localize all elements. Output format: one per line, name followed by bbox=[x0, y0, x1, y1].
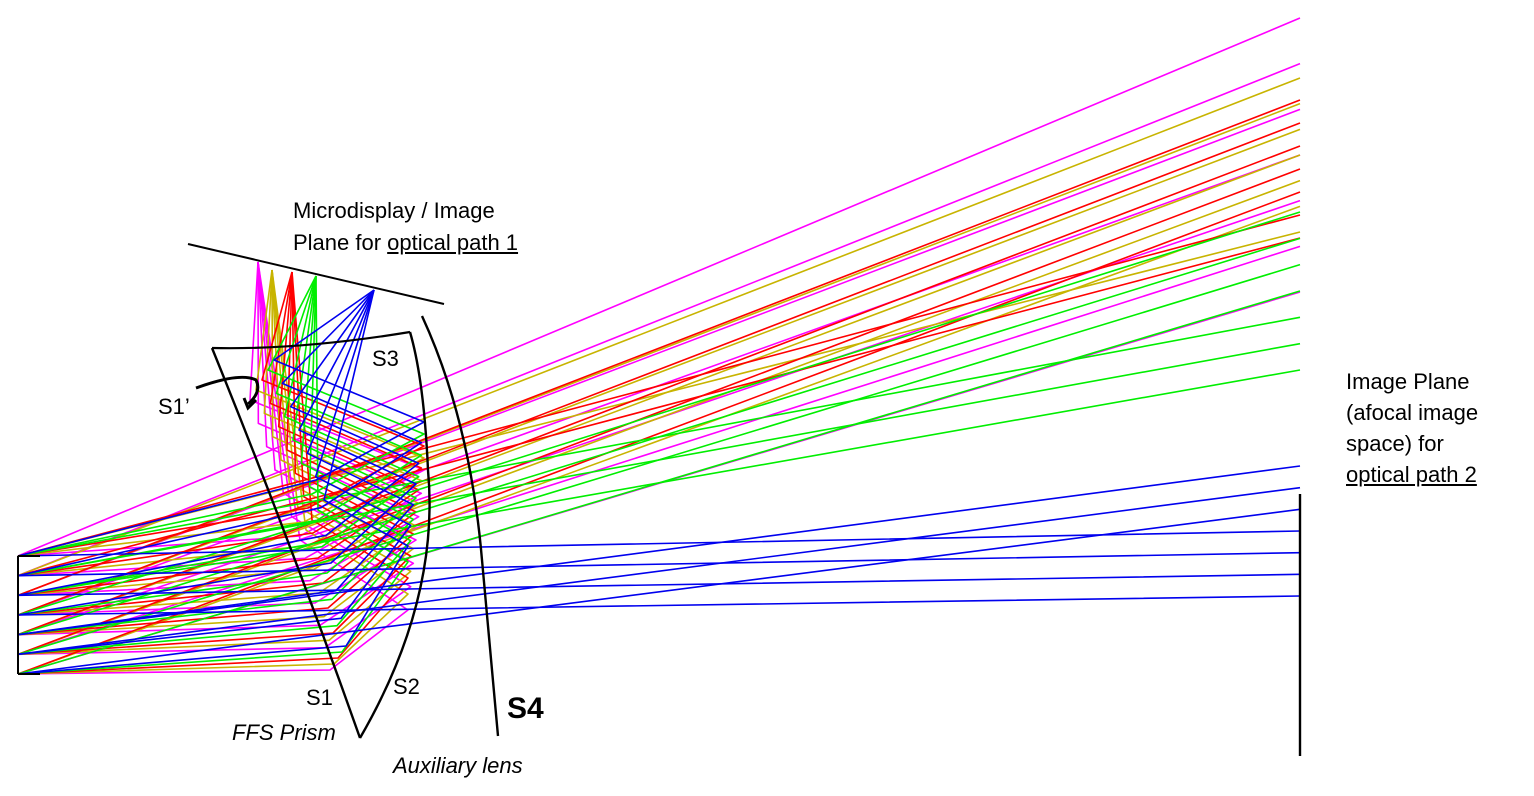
ray-path2-4-6 bbox=[17, 595, 1301, 616]
ray-path1-1-5 bbox=[17, 269, 412, 656]
ray-path1-3-3 bbox=[17, 275, 417, 616]
ray-path2-3-4 bbox=[17, 316, 1301, 557]
surface-s4-label: S4 bbox=[507, 692, 544, 725]
ray-path2-2-4 bbox=[17, 191, 1301, 675]
ray-path2-2-1 bbox=[17, 122, 1301, 616]
surface-s3-label: S3 bbox=[372, 346, 399, 371]
ray-path2-2-2 bbox=[17, 145, 1301, 636]
microdisplay-label-line2: Plane for optical path 1 bbox=[293, 230, 518, 256]
microdisplay-label-line1: Microdisplay / Image bbox=[293, 198, 495, 223]
ray-path2-4-1 bbox=[17, 486, 1301, 656]
ray-path1-3-1 bbox=[17, 275, 423, 577]
ray-path1-2-6 bbox=[17, 271, 409, 675]
ray-path2-3-6 bbox=[17, 369, 1301, 597]
pointer-s1-prime-head bbox=[242, 397, 258, 411]
ray-path2-4-0 bbox=[17, 465, 1301, 636]
optical-elements bbox=[17, 243, 1302, 756]
ray-path1-2-0 bbox=[17, 271, 425, 557]
image-plane-label-line1: Image Plane bbox=[1346, 369, 1470, 394]
ray-path2-4-2 bbox=[17, 508, 1301, 675]
ray-path2-1-5 bbox=[17, 205, 1301, 675]
ray-path1-0-2 bbox=[17, 261, 420, 597]
pointer-s1-prime bbox=[195, 375, 260, 406]
auxiliary-lens-s4 bbox=[420, 315, 500, 737]
ray-path2-2-5 bbox=[17, 214, 1301, 557]
prism-surface-s1 bbox=[210, 347, 362, 739]
ray-path1-4-6 bbox=[17, 289, 409, 675]
ray-path2-2-0 bbox=[17, 99, 1301, 597]
ray-path1-4-2 bbox=[17, 289, 420, 597]
ray-path2-4-3 bbox=[17, 530, 1301, 557]
optical-path-1-link: optical path 1 bbox=[387, 230, 519, 255]
ray-path1-2-5 bbox=[17, 271, 412, 656]
ray-path1-4-4 bbox=[17, 289, 415, 636]
surface-s2-label: S2 bbox=[393, 674, 420, 699]
ray-path2-3-0 bbox=[17, 211, 1301, 616]
ray-path1-4-3 bbox=[17, 289, 417, 616]
prism-surface-s3 bbox=[211, 330, 411, 350]
ray-path1-4-5 bbox=[17, 289, 412, 656]
ray-path2-2-3 bbox=[17, 168, 1301, 656]
ray-path2-1-0 bbox=[17, 77, 1301, 577]
surface-s1-label: S1 bbox=[306, 685, 333, 710]
ray-path2-0-5 bbox=[17, 245, 1301, 656]
ray-path1-4-1 bbox=[17, 289, 423, 577]
ray-path1-3-0 bbox=[17, 275, 425, 557]
ray-path2-3-3 bbox=[17, 290, 1301, 675]
prism-surface-s2 bbox=[358, 331, 431, 739]
ray-path1-3-6 bbox=[17, 275, 409, 675]
image-plane-label-line3: space) for bbox=[1346, 431, 1444, 456]
microdisplay-label-prefix: Plane for bbox=[293, 230, 388, 255]
optical-path-2-link: optical path 2 bbox=[1346, 462, 1477, 487]
ray-path2-4-4 bbox=[17, 551, 1301, 577]
ray-path2-0-1 bbox=[17, 62, 1301, 577]
image-plane-label-line2: (afocal image bbox=[1346, 400, 1479, 425]
ray-path2-0-0 bbox=[17, 17, 1301, 557]
ray-path2-3-5 bbox=[17, 342, 1301, 577]
microdisplay-plane bbox=[187, 243, 445, 305]
ray-path1-2-1 bbox=[17, 271, 423, 577]
ray-path2-0-3 bbox=[17, 154, 1301, 616]
ray-path2-2-6 bbox=[17, 237, 1301, 577]
ray-traces bbox=[17, 17, 1301, 675]
surface-s1-prime-label: S1’ bbox=[158, 394, 190, 419]
ray-path2-4-5 bbox=[17, 573, 1301, 597]
auxiliary-lens-label: Auxiliary lens bbox=[393, 753, 523, 778]
ffs-prism-label: FFS Prism bbox=[232, 720, 336, 745]
